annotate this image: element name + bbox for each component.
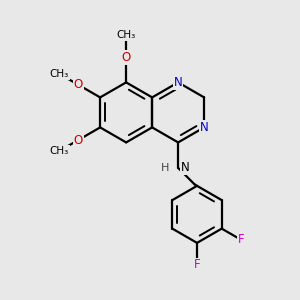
Text: N: N <box>200 121 208 134</box>
Text: O: O <box>74 134 83 146</box>
Text: O: O <box>74 78 83 91</box>
Text: H: H <box>161 163 169 173</box>
Text: N: N <box>181 161 190 174</box>
Text: CH₃: CH₃ <box>50 146 69 156</box>
Text: N: N <box>174 76 182 89</box>
Text: O: O <box>122 51 131 64</box>
Text: F: F <box>194 259 200 272</box>
Text: CH₃: CH₃ <box>50 69 69 79</box>
Text: CH₃: CH₃ <box>116 30 136 40</box>
Text: F: F <box>238 233 244 246</box>
